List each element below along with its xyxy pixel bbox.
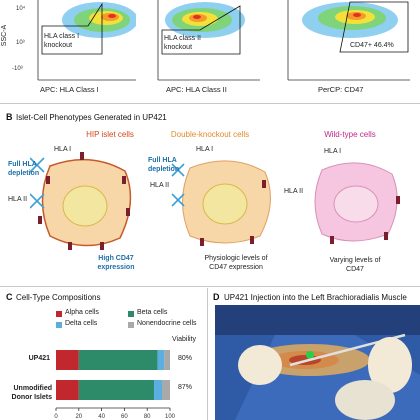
gate-label-2: HLA class II knockout [164,35,201,51]
flow-plot-3 [280,0,410,95]
cell-dko-label-hla1: HLA I [196,146,214,153]
legend-label-alpha: Alpha cells [65,309,99,316]
legend-swatch-alpha [56,311,62,317]
x-tick-label: 20 [75,414,82,420]
bar-segment-nonendocrine-cells-0 [164,350,170,370]
y-tick-top: 10⁴ [16,6,26,12]
surgery-photo [215,305,420,420]
panel-d-label: D [213,292,220,302]
bar-segment-beta-cells-0 [78,350,158,370]
flow-plot-2 [150,0,260,95]
legend-label-beta: Beta cells [137,309,168,316]
x-tick-label: 0 [54,414,58,420]
divider-top [0,103,420,104]
cell-dko-illustration [171,160,271,246]
cell-title-wt: Wild-type cells [324,130,376,139]
viability-up421: 80% [178,355,193,362]
viability-header: Viability [172,336,196,343]
legend-swatch-nonendocrine [128,322,134,328]
y-tick-mid: 10³ [16,40,25,46]
x-axis-label-2: APC: HLA Class II [166,85,227,94]
bar-segment-delta-cells-0 [157,350,165,370]
bar-segment-delta-cells-1 [154,380,163,400]
flow-cytometry-panel: SSC-A HLA class I knockout 10⁴ 10³ -10³ … [0,0,420,100]
bar-segment-alpha-cells-0 [56,350,79,370]
stacked-bar-chart: 0 20 40 60 80 100 [54,350,176,420]
cell-hip-label-depletion: Full HLA depletion [8,161,40,177]
panel-b-title: Islet-Cell Phenotypes Generated in UP421 [16,113,167,122]
panel-b: B Islet-Cell Phenotypes Generated in UP4… [0,106,420,284]
category-label-donor: Unmodified Donor Islets [11,385,52,401]
panel-c-title: Cell-Type Compositions [16,293,101,302]
cell-dko-label-hla2: HLA II [150,182,170,189]
panel-d: D UP421 Injection into the Left Brachior… [209,288,420,420]
flow-plot-2-svg [157,0,260,81]
cell-hip-label-cd47: High CD47 expression [97,255,135,271]
legend: Alpha cells Beta cells Delta cells Nonen… [56,309,206,332]
legend-swatch-beta [128,311,134,317]
cell-title-hip: HIP islet cells [86,130,134,139]
x-tick-label: 40 [98,414,105,420]
cell-title-dko: Double-knockout cells [170,130,250,139]
viability-donor: 87% [178,384,193,391]
divider-vertical [207,288,208,420]
x-axis-label-3: PerCP: CD47 [318,85,364,94]
legend-label-nonendocrine: Nonendocrine cells [137,320,197,327]
cell-dko-label-depletion: Full HLA depletion [148,157,180,173]
cell-hip-label-hla2: HLA II [8,196,28,203]
bar-segment-nonendocrine-cells-1 [162,380,170,400]
gate-label-3: CD47+ 46.4% [350,42,394,49]
bar-segment-alpha-cells-1 [56,380,79,400]
cell-dko-label-cd47: Physiologic levels of CD47 expression [204,255,268,271]
x-tick-label: 100 [165,414,176,420]
cell-wt-label-hla2: HLA II [284,188,304,195]
divider-mid [0,286,420,287]
cell-wt-label-cd47: Varying levels of CD47 [329,257,381,273]
panel-c-label: C [6,292,13,302]
panel-b-label: B [6,112,13,122]
bar-segment-beta-cells-1 [78,380,155,400]
cell-wt-label-hla1: HLA I [324,148,342,155]
x-axis-label-1: APC: HLA Class I [40,85,99,94]
panel-c: C Cell-Type Compositions Alpha cells Bet… [0,288,205,420]
y-axis-label: SSC-A [1,24,9,47]
cell-hip-illustration [30,152,132,250]
x-tick-label: 80 [144,414,151,420]
cell-hip-label-hla1: HLA I [54,146,72,153]
legend-label-delta: Delta cells [65,320,98,327]
panel-d-title: UP421 Injection into the Left Brachiorad… [224,293,407,302]
x-tick-label: 60 [121,414,128,420]
flow-plot-1-svg [37,0,136,81]
gate-label-1: HLA class I knockout [44,33,80,49]
flow-plot-1 [30,0,136,95]
cell-wt-illustration [314,162,400,244]
legend-swatch-delta [56,322,62,328]
y-tick-neg: -10³ [12,66,23,72]
flow-plot-3-svg [287,0,410,81]
category-label-up421: UP421 [28,355,50,362]
